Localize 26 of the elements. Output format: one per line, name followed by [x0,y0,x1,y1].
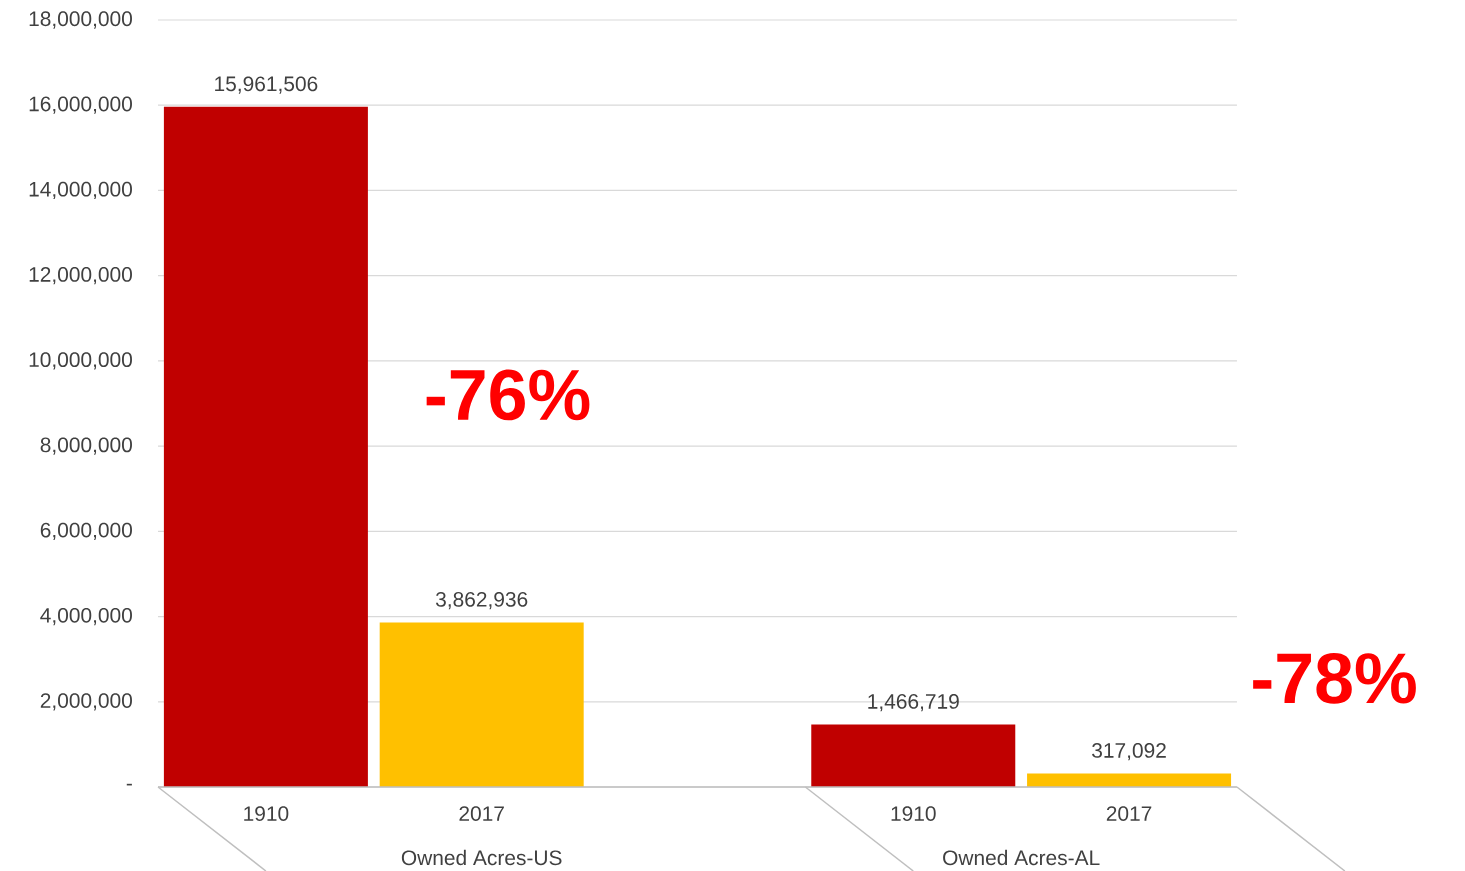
y-tick-label: 2,000,000 [40,693,132,711]
bar [811,724,1016,787]
y-tick-label: 8,000,000 [40,437,132,455]
data-label: 3,862,936 [435,591,528,610]
x-tick-label: 1910 [891,806,936,821]
y-tick-label: 10,000,000 [29,352,132,370]
bar [1027,773,1232,787]
data-label: 1,466,719 [868,694,959,712]
y-tick-label: 12,000,000 [29,267,132,285]
bar [379,622,584,787]
x-tick-label: 2017 [1106,806,1152,821]
y-tick-label: 4,000,000 [40,607,132,626]
data-label: 317,092 [1092,743,1166,761]
x-tick-label: 2017 [459,806,504,821]
y-tick-label: 16,000,000 [29,96,132,114]
text: Owned Acres-AL [943,849,1100,866]
y-tick-label: - [126,783,132,786]
data-label: 15,961,506 [215,76,318,94]
x-tick-label: 1910 [244,806,289,821]
y-tick-label: 6,000,000 [40,522,132,540]
y-tick-label: 14,000,000 [29,181,132,200]
text: -78% [1253,652,1416,704]
bar [163,106,368,787]
y-tick-label: 18,000,000 [29,11,132,29]
annotation: -76% [426,369,590,421]
text: Owned Acres-US [401,849,562,866]
